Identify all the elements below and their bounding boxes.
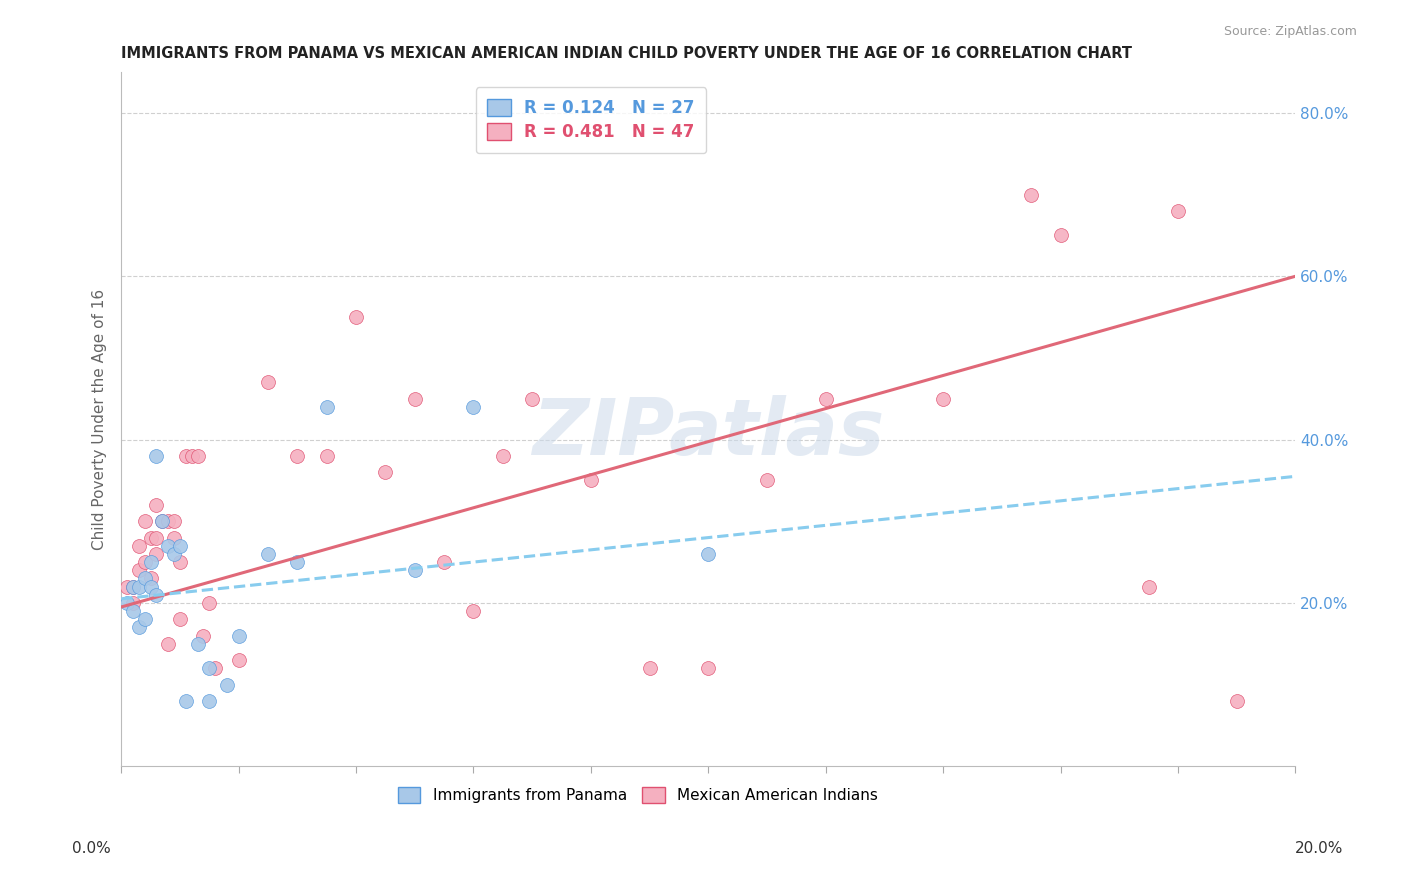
Point [139,571,162,585]
Point [134,571,156,585]
Point [180,449,202,463]
Point [215,677,238,691]
Point [134,514,156,528]
Point [932,392,955,406]
Point [122,580,145,594]
Point [492,449,515,463]
Text: ZIPatlas: ZIPatlas [533,395,884,471]
Point [187,637,209,651]
Point [315,400,337,414]
Point [157,637,180,651]
Point [128,620,150,634]
Point [122,580,145,594]
Point [187,449,209,463]
Point [315,449,337,463]
Point [814,392,837,406]
Point [128,580,150,594]
Point [145,449,167,463]
Point [193,629,215,643]
Point [139,555,162,569]
Point [174,449,197,463]
Point [198,661,221,675]
Point [697,661,720,675]
Point [169,555,191,569]
Point [579,474,602,488]
Point [198,596,221,610]
Point [115,580,138,594]
Point [204,661,226,675]
Text: 0.0%: 0.0% [72,841,111,856]
Point [150,514,173,528]
Point [145,498,167,512]
Point [404,392,426,406]
Point [163,531,186,545]
Point [1137,580,1160,594]
Text: 20.0%: 20.0% [1295,841,1343,856]
Legend: Immigrants from Panama, Mexican American Indians: Immigrants from Panama, Mexican American… [389,780,886,811]
Point [522,392,544,406]
Point [169,612,191,626]
Text: Source: ZipAtlas.com: Source: ZipAtlas.com [1223,25,1357,38]
Point [134,555,156,569]
Point [257,547,280,561]
Point [145,588,167,602]
Point [697,547,720,561]
Point [169,539,191,553]
Point [157,514,180,528]
Point [433,555,456,569]
Point [128,539,150,553]
Point [122,596,145,610]
Point [374,465,396,479]
Point [139,580,162,594]
Point [134,612,156,626]
Text: IMMIGRANTS FROM PANAMA VS MEXICAN AMERICAN INDIAN CHILD POVERTY UNDER THE AGE OF: IMMIGRANTS FROM PANAMA VS MEXICAN AMERIC… [121,46,1132,62]
Point [150,514,173,528]
Point [198,694,221,708]
Point [756,474,779,488]
Y-axis label: Child Poverty Under the Age of 16: Child Poverty Under the Age of 16 [93,289,107,549]
Point [174,694,197,708]
Point [1049,228,1071,243]
Point [115,596,138,610]
Point [344,310,367,324]
Point [638,661,661,675]
Point [285,449,308,463]
Point [145,531,167,545]
Point [1019,187,1042,202]
Point [463,400,485,414]
Point [1167,203,1189,218]
Point [139,531,162,545]
Point [122,604,145,618]
Point [157,539,180,553]
Point [285,555,308,569]
Point [228,629,250,643]
Point [228,653,250,667]
Point [163,547,186,561]
Point [145,547,167,561]
Point [128,563,150,577]
Point [1226,694,1249,708]
Point [257,376,280,390]
Point [463,604,485,618]
Point [163,514,186,528]
Point [404,563,426,577]
